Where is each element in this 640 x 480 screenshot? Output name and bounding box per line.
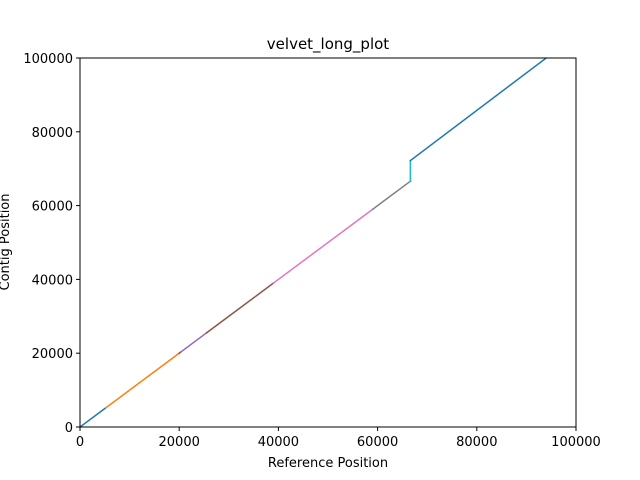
y-tick-label: 80000: [32, 126, 73, 141]
x-tick-label: 60000: [357, 435, 398, 450]
x-axis-label: Reference Position: [268, 456, 388, 471]
y-tick-label: 0: [65, 421, 73, 436]
series-line-7: [371, 180, 412, 211]
x-tick-label: 80000: [456, 435, 497, 450]
series-group: [80, 58, 548, 427]
series-line-10: [409, 58, 548, 162]
series-line-4: [179, 331, 208, 354]
y-axis-label: Contig Position: [0, 194, 13, 291]
y-tick-label: 100000: [23, 52, 73, 67]
series-line-2: [104, 352, 181, 409]
y-tick-label: 40000: [32, 273, 73, 288]
series-line-1: [80, 406, 107, 427]
y-tick-label: 20000: [32, 347, 73, 362]
plot-area: 0 20000 40000 60000 80000 100000 0 20000 40000 60…: [23, 52, 600, 450]
x-tick-label: 20000: [159, 435, 200, 450]
x-tick-label: 100000: [551, 435, 601, 450]
y-tick-label: 60000: [32, 200, 73, 215]
series-line-5: [205, 282, 275, 334]
axes-frame: [79, 57, 577, 428]
x-tick-label: 0: [76, 435, 84, 450]
series-line-6: [272, 208, 374, 285]
chart-title: velvet_long_plot: [267, 35, 389, 54]
x-tick-label: 40000: [258, 435, 299, 450]
